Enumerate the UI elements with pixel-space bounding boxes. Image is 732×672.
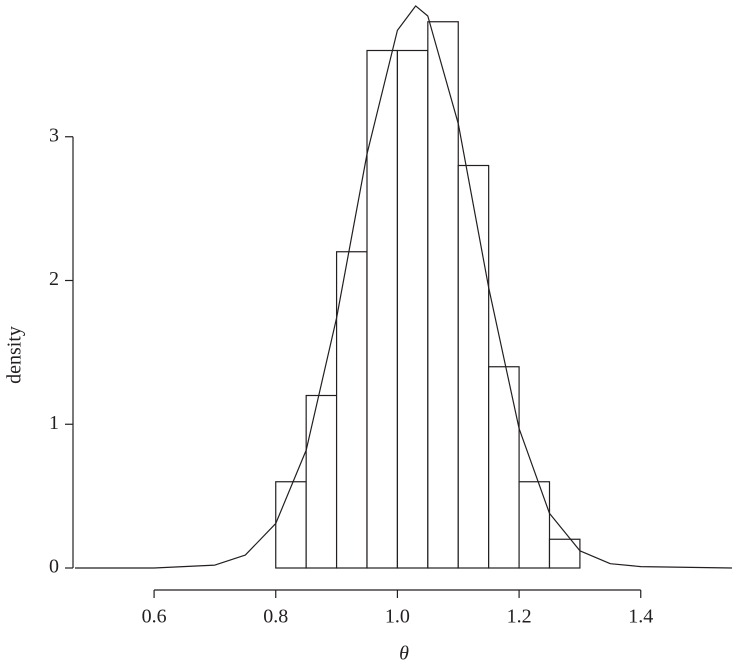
y-tick-label: 0 [49,556,59,578]
x-tick-label: 1.0 [385,606,410,628]
bar [305,394,338,569]
x-tick-label: 0.6 [142,606,167,628]
bar [366,49,399,569]
bar [488,366,520,569]
bar [396,49,429,569]
bar [518,481,551,569]
y-tick-label: 2 [49,268,59,290]
density-curve [75,5,732,569]
bar [427,21,459,569]
y-axis-label: density [4,326,26,384]
bar [275,481,307,569]
y-tick-label: 3 [49,124,59,146]
x-axis-label: θ [399,643,409,665]
x-tick-label: 1.2 [507,606,532,628]
x-tick-label: 0.8 [263,606,288,628]
y-tick-label: 1 [49,412,59,434]
bar [457,164,490,569]
bar [335,251,368,569]
bar [548,538,581,569]
x-tick-label: 1.4 [628,606,653,628]
